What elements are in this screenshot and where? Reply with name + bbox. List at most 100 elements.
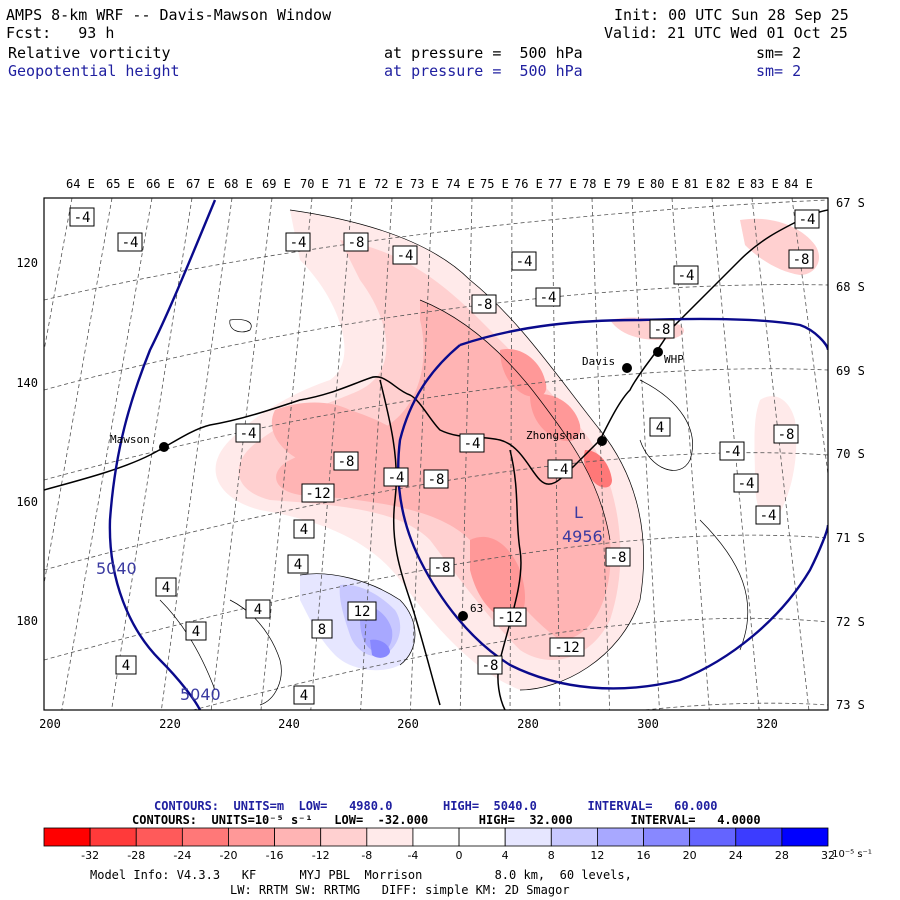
colorbar-swatch <box>689 827 737 847</box>
svg-text:4: 4 <box>192 624 200 640</box>
height-label-5040-b: 5040 <box>180 685 221 704</box>
vort-label: -4 <box>69 207 95 227</box>
svg-text:12: 12 <box>354 604 371 620</box>
valid-time: Valid: 21 UTC Wed 01 Oct 25 <box>604 24 848 42</box>
svg-text:-8: -8 <box>476 297 493 313</box>
field1-pressure: at pressure = 500 hPa <box>384 44 583 62</box>
lon-label: 71 E <box>337 177 366 191</box>
vort-label: 4 <box>245 599 271 619</box>
y-label: 180 <box>16 614 38 628</box>
x-label: 300 <box>637 717 659 731</box>
svg-text:-4: -4 <box>724 444 741 460</box>
colorbar-tick-label: 0 <box>456 849 463 862</box>
vort-label: -8 <box>333 451 359 471</box>
colorbar-tick-label: -28 <box>127 849 145 862</box>
vort-label: -4 <box>673 265 699 285</box>
colorbar-tick-label: 12 <box>590 849 604 862</box>
colorbar-tick-label: 24 <box>729 849 743 862</box>
height-labels: 5040 5040 4956 L <box>96 503 603 704</box>
svg-text:-8: -8 <box>338 454 355 470</box>
svg-text:63: 63 <box>470 602 483 615</box>
height-contour-4980 <box>397 344 828 690</box>
colorbar-swatch <box>320 827 368 847</box>
svg-text:4: 4 <box>294 557 302 573</box>
height-contour-5040-north <box>459 317 828 351</box>
forecast-hour: Fcst: 93 h <box>6 24 115 42</box>
colorbar-tick-label: -12 <box>312 849 330 862</box>
colorbar-swatch <box>412 827 460 847</box>
lon-label: 75 E <box>480 177 509 191</box>
svg-text:Zhongshan: Zhongshan <box>526 429 586 442</box>
colorbar-tick-label: -24 <box>173 849 191 862</box>
colorbar-swatch <box>89 827 137 847</box>
field2-name: Geopotential height <box>8 62 180 80</box>
lat-label: 73 S <box>836 698 865 712</box>
lon-label: 67 E <box>186 177 215 191</box>
vort-label: -4 <box>383 467 409 487</box>
field2-pressure: at pressure = 500 hPa <box>384 62 583 80</box>
colorbar: -32 -28 -24 -20 -16 -12 -8 -4 0 4 8 12 16 20 24 28 3210⁻… <box>43 827 872 862</box>
shade-level-16-c <box>470 536 525 621</box>
lon-label: 81 E <box>684 177 713 191</box>
vort-label: 4 <box>649 417 671 437</box>
x-label: 200 <box>39 717 61 731</box>
lon-label: 69 E <box>262 177 291 191</box>
colorbar-tick-label: -20 <box>219 849 237 862</box>
vort-label: -4 <box>117 232 143 252</box>
lat-label: 67 S <box>836 196 865 210</box>
top-longitude-labels: 64 E 65 E 66 E 67 E 68 E 69 E 70 E 71 E … <box>66 177 813 191</box>
vort-label: 4 <box>287 554 309 574</box>
model-info: Model Info: V4.3.3 KF MYJ PBL Morrison 8… <box>90 868 632 882</box>
low-center-marker: L <box>574 503 583 522</box>
lon-label: 82 E <box>716 177 745 191</box>
vorticity-contours <box>159 209 749 706</box>
station-63: 63 <box>458 602 483 621</box>
colorbar-swatch <box>597 827 644 847</box>
lat-label: 68 S <box>836 280 865 294</box>
svg-text:-12: -12 <box>305 486 330 502</box>
vort-label: -4 <box>459 433 485 453</box>
station-whp: WHP <box>653 347 684 366</box>
contour-info-height: CONTOURS: UNITS=m LOW= 4980.0 HIGH= 5040… <box>154 799 718 813</box>
vort-label: 4 <box>293 685 315 705</box>
vort-label: -4 <box>547 459 573 479</box>
shade-east-band <box>754 396 797 523</box>
svg-text:-4: -4 <box>122 235 139 251</box>
field1-smoothing: sm= 2 <box>756 44 802 62</box>
svg-text:-4: -4 <box>799 212 816 228</box>
colorbar-swatch <box>458 827 506 847</box>
svg-text:-8: -8 <box>482 658 499 674</box>
lon-label: 83 E <box>750 177 779 191</box>
lat-label: 70 S <box>836 447 865 461</box>
svg-text:8: 8 <box>318 622 326 638</box>
svg-text:-4: -4 <box>290 235 307 251</box>
colorbar-unit: 10⁻⁵ s⁻¹ <box>832 849 872 860</box>
x-label: 260 <box>397 717 419 731</box>
colorbar-swatch <box>735 827 783 847</box>
vort-label: -4 <box>794 209 820 229</box>
vort-label: -12 <box>549 637 585 657</box>
vort-label: -4 <box>285 232 311 252</box>
y-label: 120 <box>16 256 38 270</box>
height-contours <box>108 199 828 710</box>
lon-label: 78 E <box>582 177 611 191</box>
vort-label: 12 <box>347 601 377 621</box>
colorbar-swatch <box>43 827 91 847</box>
svg-text:WHP: WHP <box>664 353 684 366</box>
x-label: 320 <box>756 717 778 731</box>
lon-label: 77 E <box>548 177 577 191</box>
svg-text:-8: -8 <box>348 235 365 251</box>
vort-label: -8 <box>423 469 449 489</box>
svg-text:-4: -4 <box>397 248 414 264</box>
stations: Mawson Davis WHP Zhongshan 63 <box>110 347 684 621</box>
station-davis: Davis <box>582 355 632 373</box>
colorbar-tick-label: 28 <box>775 849 789 862</box>
vort-label: -8 <box>477 655 503 675</box>
vort-label: -4 <box>235 423 261 443</box>
svg-text:-12: -12 <box>554 640 579 656</box>
svg-text:4: 4 <box>254 602 262 618</box>
svg-text:-8: -8 <box>793 252 810 268</box>
svg-text:4: 4 <box>300 688 308 704</box>
vort-label: -4 <box>535 287 561 307</box>
station-mawson: Mawson <box>110 433 169 452</box>
